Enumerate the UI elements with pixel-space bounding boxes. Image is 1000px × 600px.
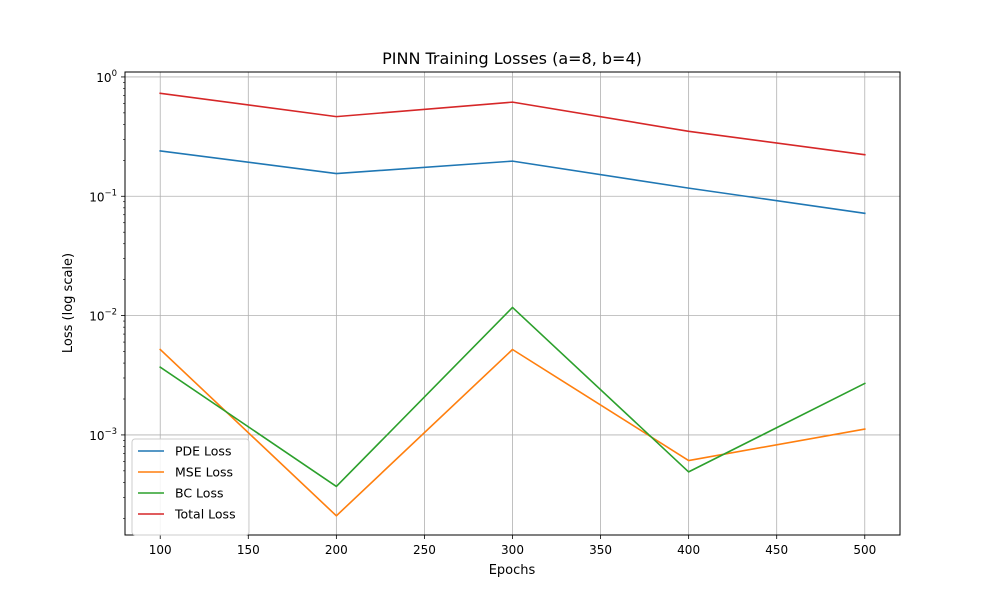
series-line-mse-loss (159, 348, 866, 517)
legend-label: Total Loss (174, 507, 236, 522)
y-tick-label: 10−1 (89, 188, 117, 204)
y-tick-label: 10−2 (89, 308, 117, 324)
series-line-total-loss (159, 92, 866, 156)
x-tick-label: 250 (413, 543, 436, 557)
y-tick-label: 100 (96, 69, 117, 85)
x-tick-label: 150 (237, 543, 260, 557)
x-tick-label: 300 (501, 543, 524, 557)
legend-label: MSE Loss (175, 465, 233, 480)
series-line-pde-loss (159, 150, 866, 215)
series-line-bc-loss (159, 306, 866, 488)
x-tick-label: 500 (853, 543, 876, 557)
x-tick-label: 200 (325, 543, 348, 557)
x-tick-label: 400 (677, 543, 700, 557)
x-tick-label: 100 (149, 543, 172, 557)
chart-title: PINN Training Losses (a=8, b=4) (382, 49, 642, 68)
x-axis-label: Epochs (489, 563, 536, 578)
x-tick-label: 450 (765, 543, 788, 557)
x-tick-label: 350 (589, 543, 612, 557)
y-tick-label: 10−3 (89, 427, 117, 443)
legend-box (131, 438, 250, 536)
legend: PDE Loss MSE Loss BC Loss Total Loss (131, 438, 250, 536)
x-axis-ticks: 100 150 200 250 300 350 400 450 500 (149, 535, 876, 557)
y-axis-label: Loss (log scale) (61, 253, 76, 353)
legend-label: BC Loss (175, 486, 223, 501)
legend-label: PDE Loss (175, 444, 231, 459)
y-axis-ticks: 100 10−1 10−2 10−3 (89, 69, 125, 519)
grid (125, 72, 900, 535)
series-lines (159, 92, 866, 517)
